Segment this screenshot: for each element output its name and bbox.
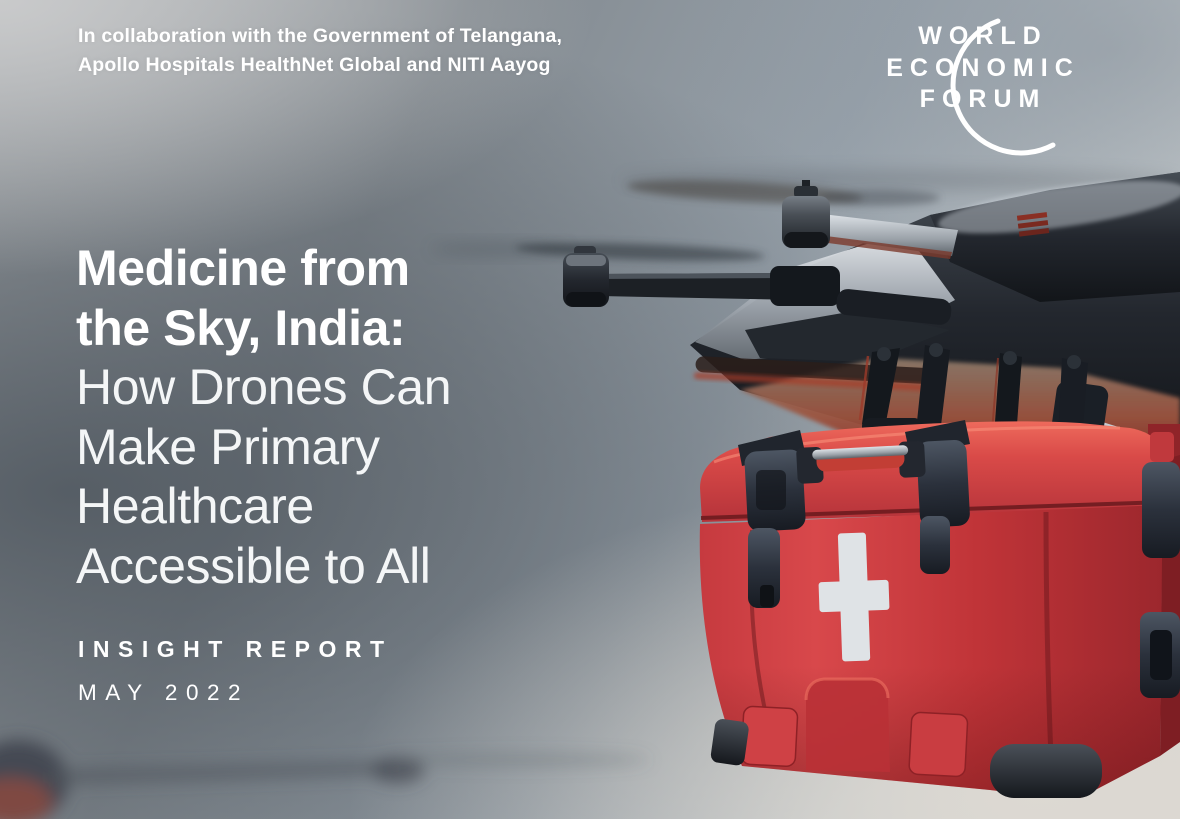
wef-logo-word-1: WORLD [918, 22, 1048, 50]
case-foot-left [710, 719, 749, 766]
wef-logo-word-3: FORUM [919, 85, 1047, 113]
title-line-2: the Sky, India: [76, 299, 406, 356]
drone-body [690, 172, 1180, 462]
subtitle-line-2: Make Primary [76, 418, 380, 475]
blurred-drone [0, 740, 650, 819]
case-foot-right [990, 744, 1102, 798]
collaboration-note: In collaboration with the Government of … [78, 22, 562, 79]
collaboration-line-1: In collaboration with the Government of … [78, 25, 563, 47]
title-line-1: Medicine from [76, 240, 410, 296]
case-handle [796, 440, 926, 484]
case-right-latch [1142, 432, 1180, 558]
subtitle-line-1: How Drones Can [76, 359, 452, 415]
collaboration-line-2: Apollo Hospitals HealthNet Global and NI… [78, 53, 551, 76]
medical-case [699, 420, 1180, 798]
body-vents [1016, 212, 1050, 237]
wef-logo: WORLD ECONOMIC FORUM [873, 18, 1093, 156]
report-date-label: MAY 2022 [78, 680, 249, 705]
case-latch-left [738, 430, 806, 608]
report-title: Medicine from the Sky, India: How Drones… [76, 239, 452, 596]
case-side-handle [1140, 612, 1180, 698]
drone-arm-front [563, 246, 952, 325]
drone-arm-rear [782, 180, 958, 259]
report-type-label: INSIGHT REPORT [78, 636, 393, 662]
medical-cross-icon [818, 532, 890, 662]
wef-logo-word-2: ECONOMIC [886, 53, 1080, 82]
subtitle-line-3: Healthcare [76, 478, 314, 534]
case-scoop [806, 679, 890, 772]
subtitle-line-4: Accessible to All [76, 537, 431, 594]
